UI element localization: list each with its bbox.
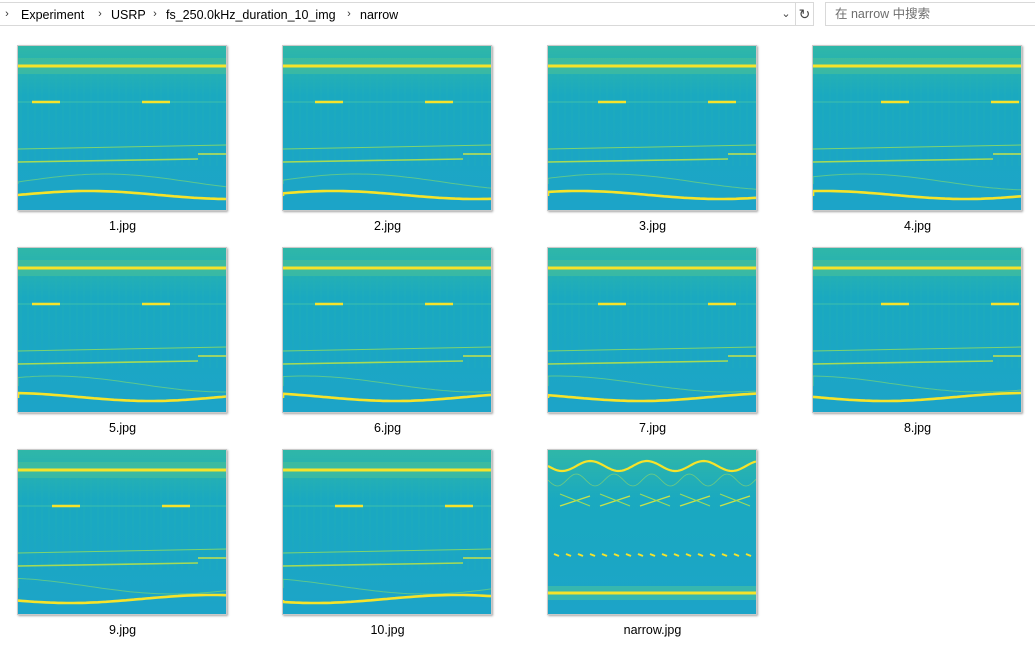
file-name[interactable]: 2.jpg (373, 219, 402, 233)
search-box[interactable] (825, 2, 1035, 26)
spectrogram-image (548, 450, 756, 614)
spectrogram-image (283, 248, 491, 412)
explorer-toolbar: › Experiment › USRP › fs_250.0kHz_durati… (0, 0, 1035, 30)
chevron-right-icon[interactable]: › (98, 8, 102, 20)
breadcrumb-item-experiment[interactable]: Experiment (21, 8, 85, 22)
file-name[interactable]: 7.jpg (638, 421, 667, 435)
file-thumbnail[interactable] (282, 449, 492, 615)
file-name[interactable]: 4.jpg (903, 219, 932, 233)
file-item[interactable]: 4.jpg (795, 45, 1035, 245)
spectrogram-image (18, 450, 226, 614)
file-name[interactable]: 6.jpg (373, 421, 402, 435)
file-thumbnail[interactable] (547, 45, 757, 211)
breadcrumb-item-usrp[interactable]: USRP (111, 8, 146, 22)
file-item[interactable]: 9.jpg (0, 449, 265, 649)
file-thumbnail[interactable] (547, 449, 757, 615)
spectrogram-image (548, 46, 756, 210)
file-name[interactable]: narrow.jpg (623, 623, 682, 637)
file-thumbnail[interactable] (17, 449, 227, 615)
file-item[interactable]: 3.jpg (530, 45, 795, 245)
spectrogram-image (283, 450, 491, 614)
file-item[interactable]: 6.jpg (265, 247, 530, 447)
chevron-down-icon[interactable]: ⌄ (781, 8, 791, 20)
file-name[interactable]: 10.jpg (370, 623, 405, 637)
address-bar[interactable]: › Experiment › USRP › fs_250.0kHz_durati… (0, 2, 796, 26)
file-item[interactable]: narrow.jpg (530, 449, 795, 649)
search-input[interactable] (826, 3, 1035, 25)
breadcrumb-item-narrow[interactable]: narrow (360, 8, 399, 22)
file-thumbnail[interactable] (812, 45, 1022, 211)
file-item[interactable]: 2.jpg (265, 45, 530, 245)
spectrogram-image (813, 46, 1021, 210)
refresh-button[interactable]: ↻ (796, 2, 814, 26)
chevron-right-icon[interactable]: › (153, 8, 157, 20)
file-thumbnail[interactable] (282, 247, 492, 413)
file-name[interactable]: 1.jpg (108, 219, 137, 233)
file-name[interactable]: 5.jpg (108, 421, 137, 435)
file-item[interactable]: 5.jpg (0, 247, 265, 447)
file-thumbnail[interactable] (17, 45, 227, 211)
file-thumbnail[interactable] (17, 247, 227, 413)
file-item[interactable]: 10.jpg (265, 449, 530, 649)
file-name[interactable]: 8.jpg (903, 421, 932, 435)
spectrogram-image (813, 248, 1021, 412)
spectrogram-image (283, 46, 491, 210)
file-name[interactable]: 9.jpg (108, 623, 137, 637)
chevron-right-icon[interactable]: › (347, 8, 351, 20)
file-item[interactable]: 1.jpg (0, 45, 265, 245)
file-item[interactable]: 7.jpg (530, 247, 795, 447)
breadcrumb-item-folder[interactable]: fs_250.0kHz_duration_10_img (166, 8, 336, 22)
spectrogram-image (548, 248, 756, 412)
refresh-icon: ↻ (798, 6, 811, 22)
file-thumbnail[interactable] (282, 45, 492, 211)
spectrogram-image (18, 46, 226, 210)
file-item[interactable]: 8.jpg (795, 247, 1035, 447)
file-thumbnail[interactable] (547, 247, 757, 413)
file-thumbnail[interactable] (812, 247, 1022, 413)
file-name[interactable]: 3.jpg (638, 219, 667, 233)
spectrogram-image (18, 248, 226, 412)
chevron-right-icon[interactable]: › (5, 8, 9, 20)
